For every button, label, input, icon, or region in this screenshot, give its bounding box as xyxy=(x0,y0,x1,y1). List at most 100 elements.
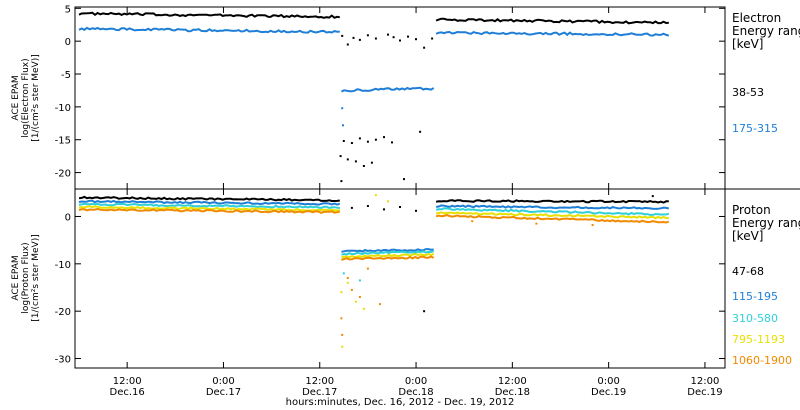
data-point xyxy=(383,208,385,211)
x-tick-time: 12:00 xyxy=(498,376,527,387)
data-point xyxy=(651,195,654,198)
data-point xyxy=(342,140,345,142)
x-tick-date: Dec.17 xyxy=(302,387,337,398)
series-line xyxy=(435,17,669,25)
y-tick-label: -10 xyxy=(55,103,71,114)
data-point xyxy=(419,130,422,133)
data-point xyxy=(392,36,395,39)
series-line xyxy=(341,250,435,256)
legend-entry: 795-1193 xyxy=(732,333,785,346)
data-point xyxy=(535,222,538,225)
data-point xyxy=(387,200,389,203)
electron-y-ticks: 5 0 -5 -10 -15 -20 xyxy=(55,4,725,180)
series-line xyxy=(341,252,435,259)
data-point xyxy=(378,303,381,306)
legend-title-line: Energy range xyxy=(732,24,800,38)
data-point xyxy=(591,224,594,226)
proton-y-axis-title: ACE EPAM log(Proton Flux) [1/(cm²s ster Me… xyxy=(11,234,41,321)
series-795-1193 xyxy=(78,194,669,348)
legend-title-line: Proton xyxy=(732,203,771,217)
data-point xyxy=(346,158,349,161)
data-point xyxy=(340,180,343,183)
x-tick-time: 12:00 xyxy=(691,376,720,387)
y-axis-title-line: [1/(cm²s ster MeV)] xyxy=(31,54,41,141)
legend-entry: 310-580 xyxy=(732,312,778,325)
series-line xyxy=(78,207,341,214)
data-point xyxy=(374,138,377,141)
data-point xyxy=(431,37,434,40)
x-tick-time: 0:00 xyxy=(212,376,234,387)
data-point xyxy=(366,205,369,207)
data-point xyxy=(415,209,417,212)
data-point xyxy=(341,333,344,336)
data-point xyxy=(342,124,344,127)
legend-title-line: Electron xyxy=(732,11,781,25)
legend-entry: 1060-1900 xyxy=(732,354,792,367)
data-point xyxy=(387,33,389,36)
data-point xyxy=(350,288,353,291)
y-tick-label: -30 xyxy=(55,355,71,366)
y-axis-title-line: ACE EPAM xyxy=(11,255,21,300)
series-line xyxy=(435,213,670,224)
series-line xyxy=(341,248,434,253)
data-point xyxy=(391,141,393,144)
data-point xyxy=(358,296,361,298)
data-point xyxy=(366,34,369,37)
y-axis-title-line: log(Electron Flux) xyxy=(21,58,31,137)
data-point xyxy=(358,137,361,140)
series-47-68 xyxy=(78,195,669,313)
data-point xyxy=(340,291,343,294)
series-line xyxy=(435,211,669,220)
data-point xyxy=(366,140,369,143)
x-tick-time: 0:00 xyxy=(597,376,619,387)
series-line xyxy=(78,26,340,34)
data-point xyxy=(341,107,344,110)
x-tick-date: Dec.18 xyxy=(495,387,530,398)
y-tick-label: -20 xyxy=(55,307,71,318)
proton-data-layer xyxy=(78,194,670,348)
y-axis-title-line: ACE EPAM xyxy=(11,75,21,120)
data-point xyxy=(346,277,349,279)
data-point xyxy=(346,281,349,284)
series-line xyxy=(78,199,341,206)
data-point xyxy=(471,220,474,223)
data-point xyxy=(374,37,377,40)
legend-entry: 38-53 xyxy=(732,86,764,99)
data-point xyxy=(352,36,355,39)
x-tick-date: Dec.19 xyxy=(591,387,626,398)
series-line xyxy=(78,205,340,212)
data-point xyxy=(374,194,377,197)
x-tick-date: Dec.18 xyxy=(398,387,433,398)
series-line xyxy=(78,195,340,202)
y-tick-label: -5 xyxy=(61,70,71,81)
data-point xyxy=(423,46,426,49)
electron-y-axis-title: ACE EPAM log(Electron Flux) [1/(cm²s ster … xyxy=(11,54,41,141)
series-line xyxy=(435,199,669,204)
data-point xyxy=(399,39,401,42)
y-axis-title-line: log(Proton Flux) xyxy=(21,242,31,313)
data-point xyxy=(403,178,405,181)
series-line xyxy=(435,207,669,216)
data-point xyxy=(354,300,357,303)
data-point xyxy=(346,43,349,46)
electron-panel: 5 0 -5 -10 -15 -20 ACE EPAM log(Electron Flux)… xyxy=(11,4,800,190)
legend-entry: 175-315 xyxy=(732,122,778,135)
y-tick-label: -10 xyxy=(55,260,71,271)
data-point xyxy=(366,267,369,270)
series-38-53 xyxy=(78,11,669,183)
series-175-315 xyxy=(78,26,670,127)
x-tick-date: Dec.19 xyxy=(687,387,722,398)
x-tick-date: Dec.17 xyxy=(206,387,241,398)
series-line xyxy=(78,11,340,19)
proton-panel: 0 -10 -20 -30 ACE EPAM log(Proton Flux) [1/(c… xyxy=(11,188,800,369)
data-point xyxy=(383,136,385,139)
legend-entry: 47-68 xyxy=(732,265,764,278)
legend-title-line: [keV] xyxy=(732,37,763,51)
data-point xyxy=(407,35,409,38)
series-310-580 xyxy=(78,202,669,282)
legend-title-line: Energy range xyxy=(732,216,800,230)
legend-entry: 115-195 xyxy=(732,290,778,303)
